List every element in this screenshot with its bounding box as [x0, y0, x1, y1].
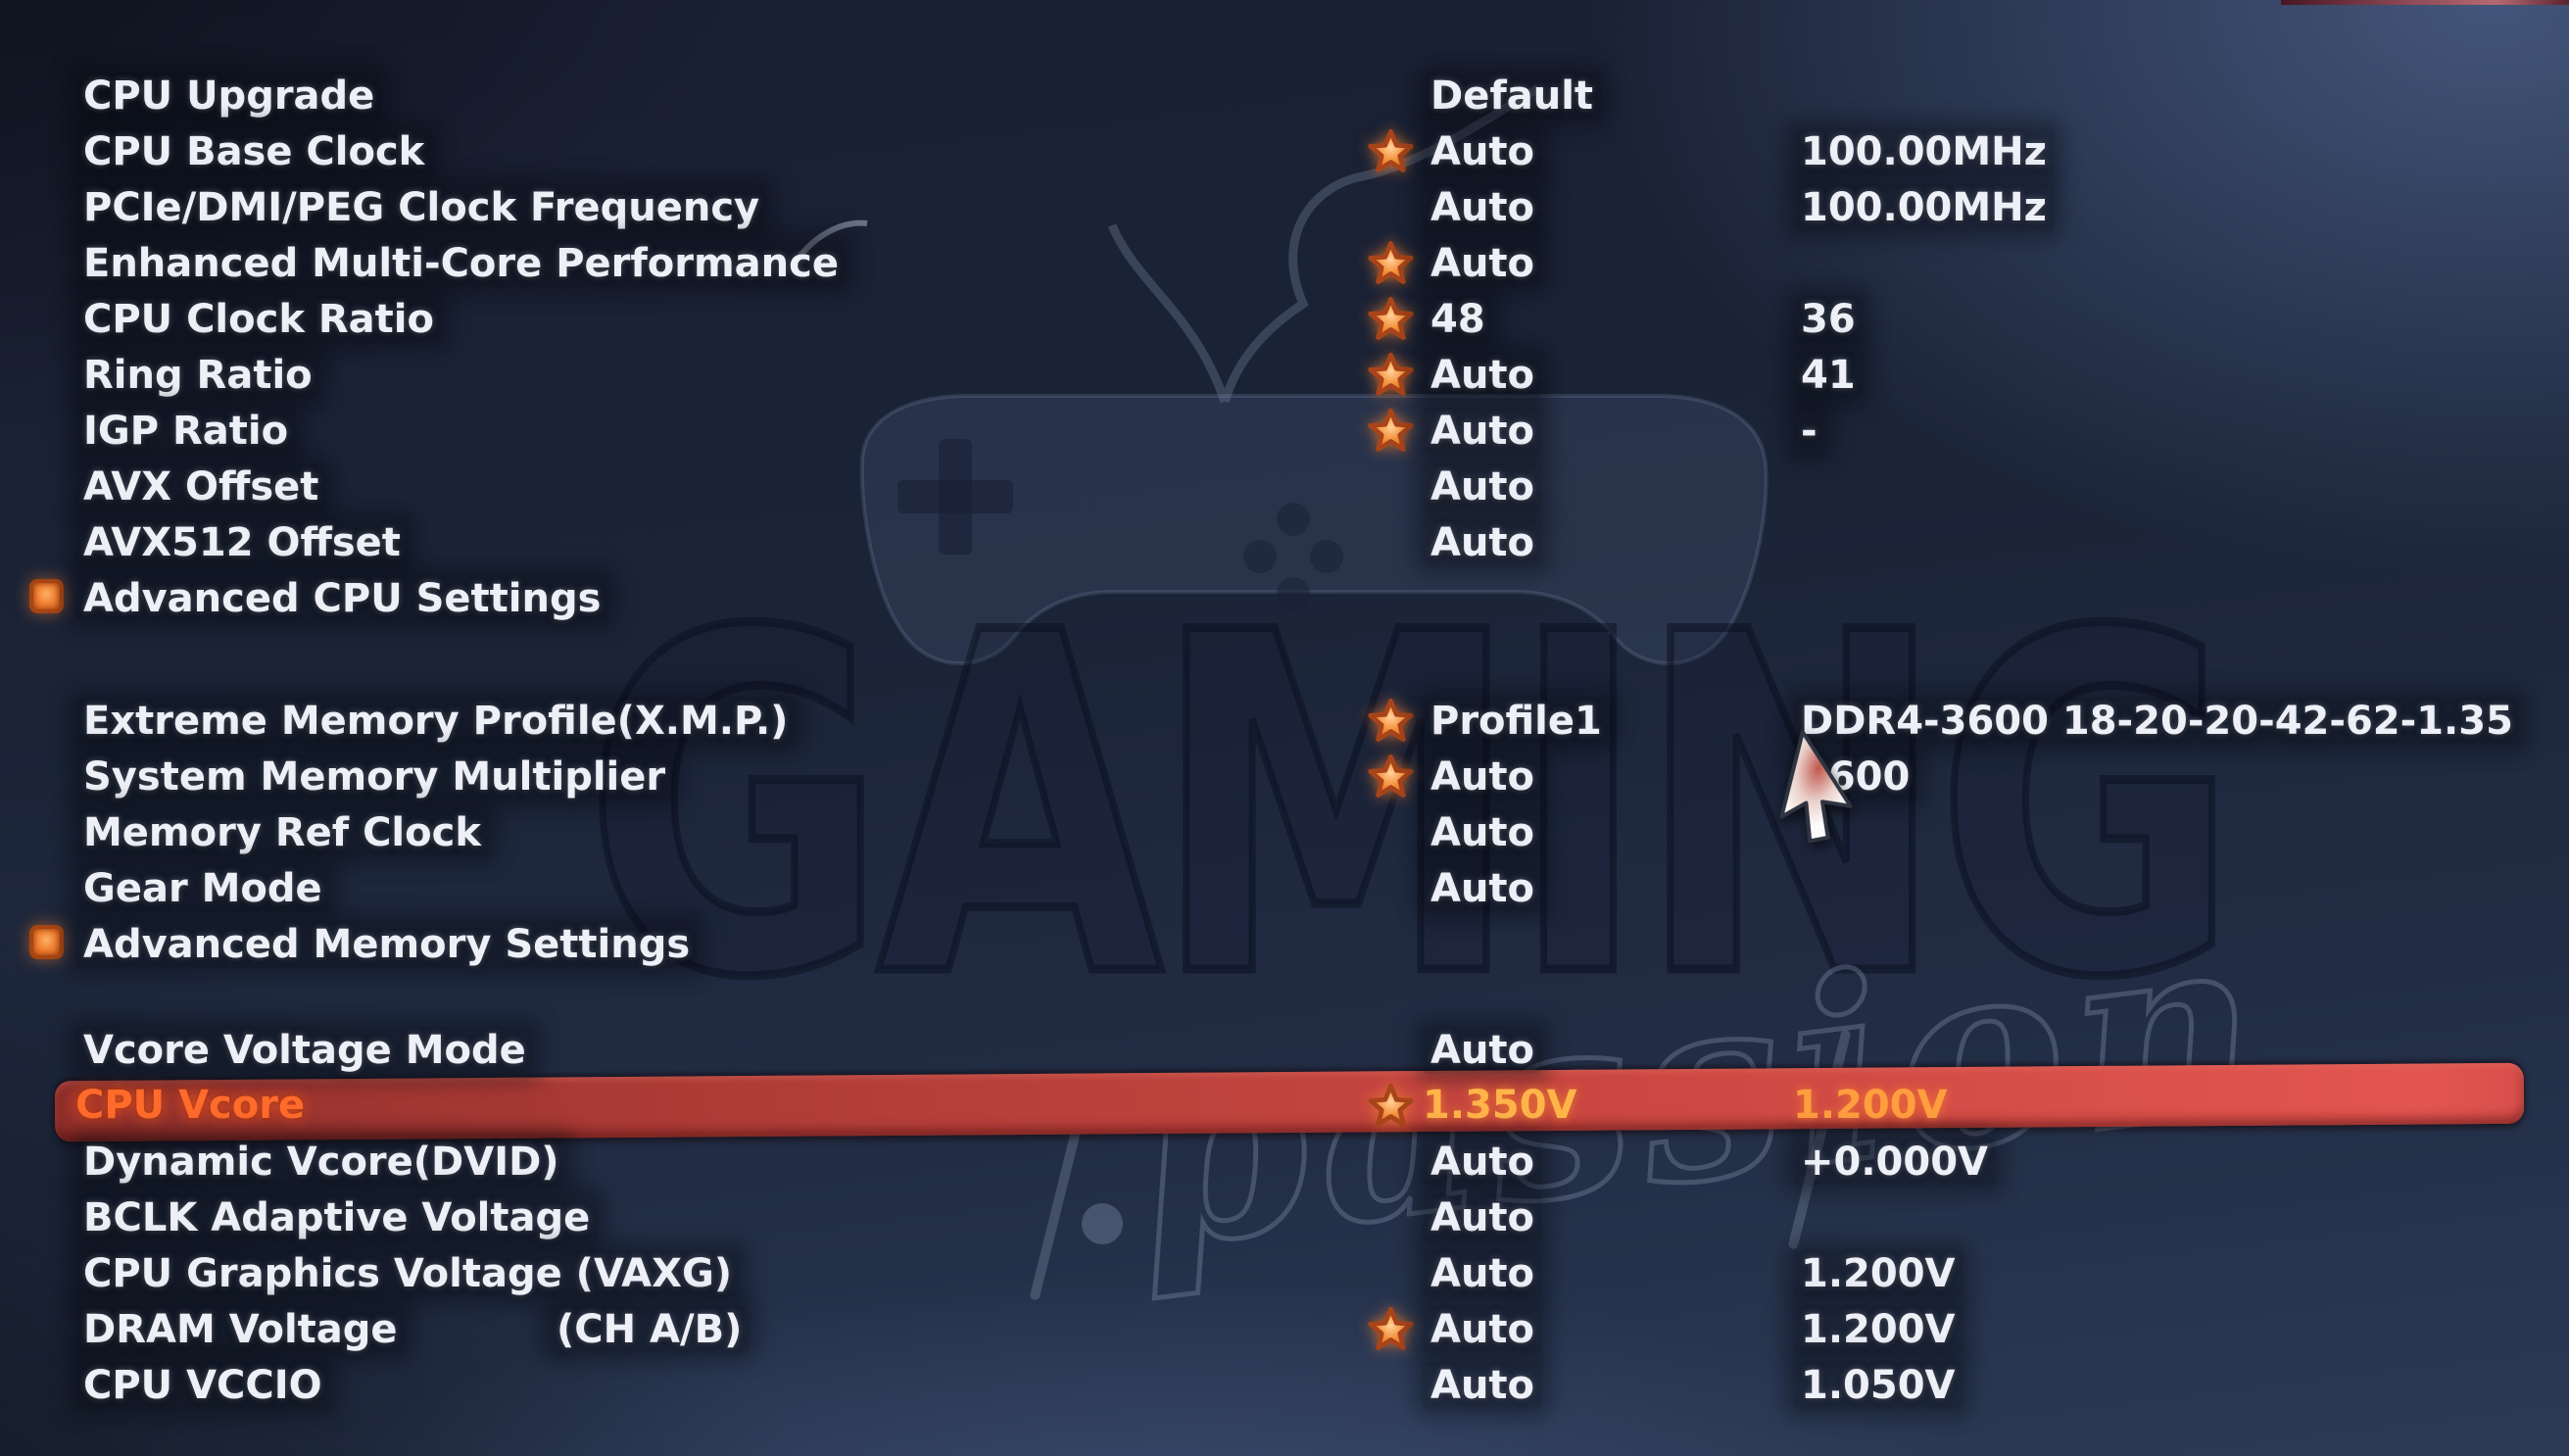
setting-value[interactable]: Auto [1423, 1139, 1543, 1186]
setting-label: Ring Ratio [75, 352, 320, 399]
row-cpu-clock-ratio[interactable]: CPU Clock Ratio 48 36 [0, 296, 2569, 347]
setting-label: Memory Ref Clock [75, 809, 489, 856]
row-enhanced-multi-core-performance[interactable]: Enhanced Multi-Core Performance Auto [0, 240, 2569, 291]
setting-label: AVX Offset [75, 463, 327, 510]
submenu-label: Advanced Memory Settings [75, 921, 699, 968]
row-ring-ratio[interactable]: Ring Ratio Auto 41 [0, 352, 2569, 403]
setting-value[interactable]: Auto [1423, 809, 1543, 856]
setting-default-value: 1.200V [1793, 1250, 1963, 1297]
setting-label: CPU Vcore [75, 1083, 306, 1128]
modified-star-icon [1368, 129, 1414, 175]
row-extreme-memory-profile-xmp[interactable]: Extreme Memory Profile(X.M.P.) Profile1 … [0, 698, 2569, 749]
setting-value[interactable]: Auto [1423, 1027, 1543, 1074]
setting-label: BCLK Adaptive Voltage [75, 1194, 599, 1241]
setting-label: PCIe/DMI/PEG Clock Frequency [75, 184, 768, 231]
row-memory-ref-clock[interactable]: Memory Ref Clock Auto [0, 809, 2569, 860]
setting-label: Gear Mode [75, 865, 330, 912]
setting-default-value: 100.00MHz [1793, 128, 2055, 175]
setting-default-value: DDR4-3600 18-20-20-42-62-1.35 [1793, 698, 2521, 745]
setting-label: IGP Ratio [75, 408, 297, 455]
setting-default-value: 1.200V [1793, 1083, 1948, 1128]
setting-default-value: 1.050V [1793, 1362, 1963, 1409]
setting-value[interactable]: Auto [1423, 865, 1543, 912]
submenu-label: Advanced CPU Settings [75, 575, 609, 622]
setting-default-value: 41 [1793, 352, 1864, 399]
row-vcore-voltage-mode[interactable]: Vcore Voltage Mode Auto [0, 1027, 2569, 1078]
setting-label-channel: (CH A/B) [549, 1306, 751, 1353]
row-dram-voltage-ch-ab[interactable]: DRAM Voltage (CH A/B) Auto 1.200V [0, 1306, 2569, 1357]
row-avx-offset[interactable]: AVX Offset Auto [0, 463, 2569, 514]
submenu-marker-icon [29, 925, 64, 959]
setting-label: Dynamic Vcore(DVID) [75, 1139, 567, 1186]
setting-label: CPU Base Clock [75, 128, 433, 175]
setting-default-value: 100.00MHz [1793, 184, 2055, 231]
row-bclk-adaptive-voltage[interactable]: BCLK Adaptive Voltage Auto [0, 1194, 2569, 1245]
setting-label: System Memory Multiplier [75, 753, 674, 801]
setting-value[interactable]: Profile1 [1423, 698, 1610, 745]
setting-value[interactable]: Auto [1423, 753, 1543, 801]
modified-star-icon [1368, 1084, 1414, 1130]
setting-value[interactable]: Auto [1423, 408, 1543, 455]
modified-star-icon [1368, 409, 1414, 455]
setting-value[interactable]: Auto [1423, 519, 1543, 566]
row-pcie-dmi-peg-clock-frequency[interactable]: PCIe/DMI/PEG Clock Frequency Auto 100.00… [0, 184, 2569, 235]
setting-label: Vcore Voltage Mode [75, 1027, 534, 1074]
modified-star-icon [1368, 1307, 1414, 1353]
setting-label: CPU Upgrade [75, 73, 383, 120]
setting-label: AVX512 Offset [75, 519, 409, 566]
setting-value[interactable]: Auto [1423, 1194, 1543, 1241]
setting-label: CPU Graphics Voltage (VAXG) [75, 1250, 741, 1297]
row-avx512-offset[interactable]: AVX512 Offset Auto [0, 519, 2569, 570]
setting-value[interactable]: Auto [1423, 1362, 1543, 1409]
row-igp-ratio[interactable]: IGP Ratio Auto - [0, 408, 2569, 459]
row-cpu-vcore-selected[interactable]: CPU Vcore 1.350V 1.200V [0, 1083, 2569, 1134]
row-gear-mode[interactable]: Gear Mode Auto [0, 865, 2569, 916]
row-advanced-memory-settings[interactable]: Advanced Memory Settings [0, 921, 2569, 972]
row-cpu-vccio[interactable]: CPU VCCIO Auto 1.050V [0, 1362, 2569, 1413]
setting-label: Enhanced Multi-Core Performance [75, 240, 847, 287]
setting-label: Extreme Memory Profile(X.M.P.) [75, 698, 797, 745]
modified-star-icon [1368, 353, 1414, 399]
modified-star-icon [1368, 754, 1414, 801]
setting-value[interactable]: Auto [1423, 184, 1543, 231]
row-cpu-graphics-voltage-vaxg[interactable]: CPU Graphics Voltage (VAXG) Auto 1.200V [0, 1250, 2569, 1301]
setting-label: CPU VCCIO [75, 1362, 330, 1409]
modified-star-icon [1368, 241, 1414, 287]
modified-star-icon [1368, 699, 1414, 745]
setting-value[interactable]: Default [1423, 73, 1602, 120]
setting-label: CPU Clock Ratio [75, 296, 442, 343]
setting-default-value: - [1793, 408, 1825, 455]
setting-value[interactable]: Auto [1423, 240, 1543, 287]
row-system-memory-multiplier[interactable]: System Memory Multiplier Auto 3600 [0, 753, 2569, 804]
row-dynamic-vcore-dvid[interactable]: Dynamic Vcore(DVID) Auto +0.000V [0, 1139, 2569, 1189]
modified-star-icon [1368, 297, 1414, 343]
row-advanced-cpu-settings[interactable]: Advanced CPU Settings [0, 575, 2569, 626]
cursor-arrow-icon [1779, 730, 1853, 844]
submenu-marker-icon [29, 579, 64, 613]
setting-value[interactable]: Auto [1423, 128, 1543, 175]
row-cpu-base-clock[interactable]: CPU Base Clock Auto 100.00MHz [0, 128, 2569, 179]
setting-value[interactable]: Auto [1423, 1306, 1543, 1353]
setting-value[interactable]: Auto [1423, 463, 1543, 510]
setting-default-value: +0.000V [1793, 1139, 1996, 1186]
setting-label: DRAM Voltage [75, 1306, 406, 1353]
photo-edge-artifact [2281, 0, 2569, 5]
setting-value[interactable]: 48 [1423, 296, 1493, 343]
setting-value[interactable]: Auto [1423, 352, 1543, 399]
setting-default-value: 36 [1793, 296, 1864, 343]
setting-value[interactable]: 1.350V [1423, 1083, 1577, 1128]
setting-default-value: 1.200V [1793, 1306, 1963, 1353]
setting-value[interactable]: Auto [1423, 1250, 1543, 1297]
row-cpu-upgrade[interactable]: CPU Upgrade Default [0, 73, 2569, 123]
